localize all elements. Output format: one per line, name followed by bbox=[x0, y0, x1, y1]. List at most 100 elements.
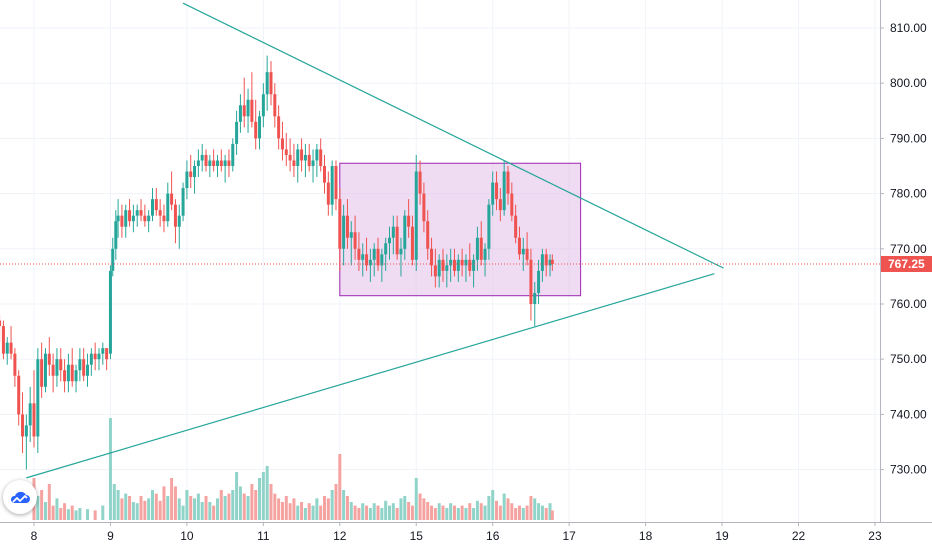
candle bbox=[63, 359, 67, 393]
candle-body bbox=[135, 210, 139, 216]
candle bbox=[258, 110, 262, 150]
candle-body bbox=[307, 154, 311, 166]
candle bbox=[170, 171, 174, 211]
candle-body bbox=[510, 193, 514, 216]
candle-body bbox=[548, 259, 552, 266]
volume-bar bbox=[376, 505, 380, 520]
candle bbox=[124, 204, 128, 238]
candle-body bbox=[410, 226, 414, 260]
candle-body bbox=[540, 254, 544, 271]
price-axis[interactable]: 810.00 800.00 790.00 780.00 770.00 760.00 750.… bbox=[880, 21, 927, 477]
candle-body bbox=[128, 210, 132, 222]
volume-bar bbox=[387, 505, 391, 520]
candle-body bbox=[235, 121, 239, 144]
volume-bar bbox=[330, 490, 334, 520]
volume-bar bbox=[452, 505, 456, 520]
volume-bar bbox=[101, 505, 105, 520]
time-tick-label: 11 bbox=[257, 529, 270, 543]
volume-bar bbox=[506, 498, 510, 520]
volume-bar bbox=[173, 486, 177, 520]
volume-bar bbox=[70, 505, 74, 520]
candle bbox=[189, 154, 193, 189]
candle-body bbox=[131, 215, 135, 222]
candle bbox=[227, 149, 231, 178]
candle-body bbox=[399, 248, 403, 255]
candle bbox=[510, 182, 514, 222]
candle-body bbox=[55, 359, 59, 376]
volume-bar bbox=[521, 508, 525, 520]
volume-bar bbox=[250, 484, 254, 520]
volume-bar bbox=[460, 505, 464, 520]
volume-bar bbox=[365, 505, 369, 520]
tradingview-logo[interactable] bbox=[3, 480, 37, 514]
candle-body bbox=[521, 248, 525, 255]
candle-body bbox=[200, 154, 204, 161]
candle bbox=[43, 348, 47, 393]
candle bbox=[353, 215, 357, 260]
volume-bar bbox=[349, 502, 353, 520]
candle bbox=[116, 199, 120, 238]
drawings[interactable] bbox=[339, 162, 582, 297]
volume-bar bbox=[326, 498, 330, 520]
candle-body bbox=[189, 171, 193, 178]
candle bbox=[376, 237, 380, 271]
candle-body bbox=[506, 171, 510, 194]
candle bbox=[47, 337, 51, 376]
candle bbox=[200, 143, 204, 172]
volume-bar bbox=[59, 508, 63, 520]
candle bbox=[108, 265, 112, 360]
time-tick-label: 23 bbox=[868, 529, 882, 543]
candle-body bbox=[495, 182, 499, 200]
time-axis[interactable]: 8 9 10 11 12 15 16 17 18 19 22 23 bbox=[31, 522, 882, 543]
candle bbox=[479, 221, 483, 266]
volume-bar bbox=[258, 478, 262, 520]
candle bbox=[548, 254, 552, 277]
volume-bar bbox=[242, 493, 246, 520]
volume-bar bbox=[510, 503, 514, 520]
candle-body bbox=[101, 348, 105, 354]
volume-bar bbox=[338, 454, 342, 520]
volume-bar bbox=[391, 503, 395, 520]
candle-body bbox=[319, 149, 323, 166]
candle bbox=[9, 326, 13, 360]
candle-body bbox=[300, 149, 304, 161]
price-tick-label: 790.00 bbox=[890, 131, 927, 145]
candle-body bbox=[517, 237, 521, 255]
candle bbox=[212, 149, 216, 172]
candle-body bbox=[323, 166, 327, 183]
volume-bar bbox=[212, 505, 216, 520]
candle bbox=[491, 171, 495, 216]
candle bbox=[78, 348, 82, 382]
volume-bar bbox=[403, 496, 407, 520]
candle bbox=[296, 143, 300, 183]
candle bbox=[21, 392, 25, 454]
time-tick-label: 12 bbox=[333, 529, 347, 543]
candle bbox=[32, 370, 36, 448]
candle-body bbox=[17, 375, 21, 415]
candle bbox=[193, 160, 197, 194]
candle-body bbox=[472, 259, 476, 271]
candle-body bbox=[59, 359, 63, 371]
volume-bar bbox=[334, 484, 338, 520]
trendlines[interactable] bbox=[0, 2, 880, 479]
candle bbox=[269, 61, 273, 106]
volume-bar bbox=[204, 496, 208, 520]
volume-bar bbox=[410, 505, 414, 520]
volume-bar bbox=[124, 493, 128, 520]
candle bbox=[303, 143, 307, 178]
candle-body bbox=[114, 221, 118, 249]
candle-body bbox=[433, 265, 437, 277]
time-tick-label: 8 bbox=[31, 529, 38, 543]
volume-bar bbox=[414, 478, 418, 520]
candle bbox=[391, 215, 395, 255]
candle-body bbox=[21, 414, 25, 437]
candle bbox=[300, 138, 304, 172]
candle bbox=[365, 237, 369, 271]
upper-trendline[interactable] bbox=[182, 2, 724, 269]
candle bbox=[361, 243, 365, 277]
consolidation-rectangle[interactable] bbox=[339, 162, 582, 297]
candle bbox=[521, 237, 525, 271]
lower-trendline[interactable] bbox=[26, 273, 715, 479]
candle-body bbox=[357, 248, 361, 260]
